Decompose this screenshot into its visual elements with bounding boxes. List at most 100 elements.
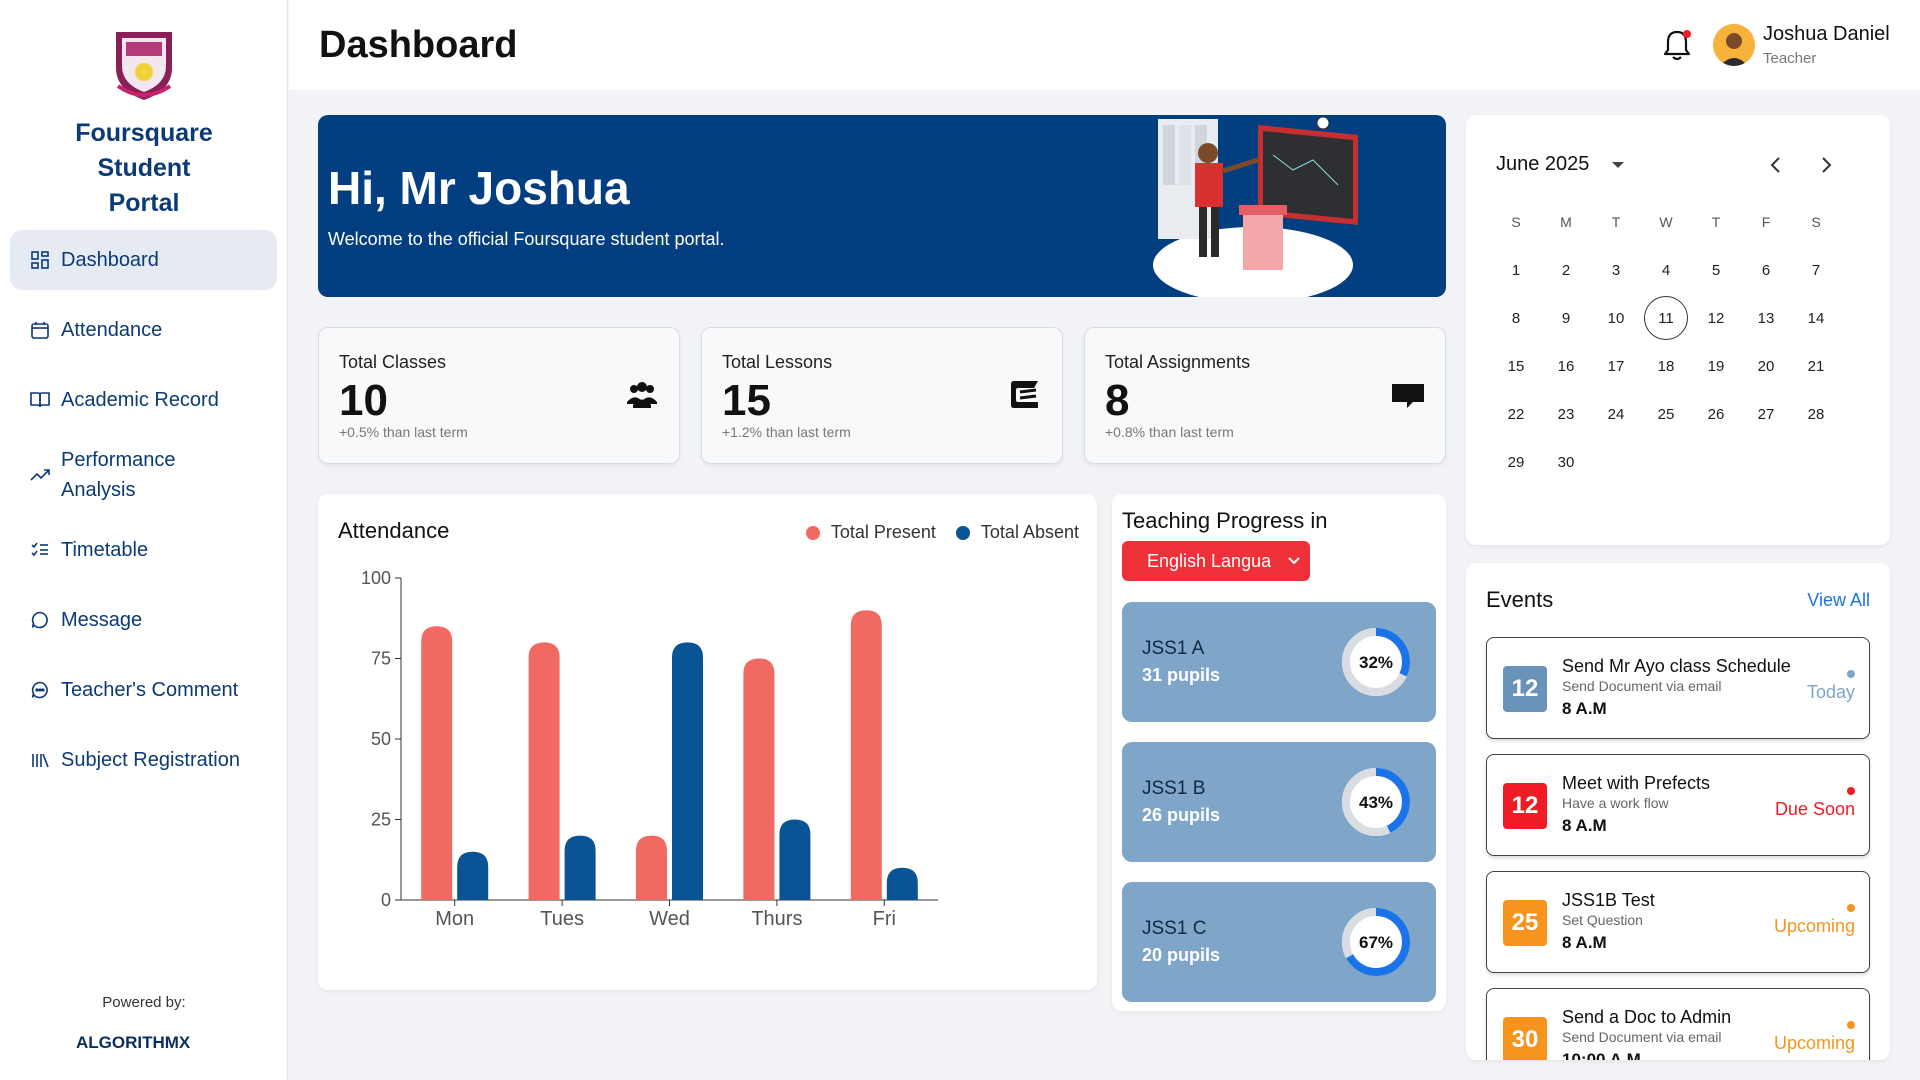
calendar-day[interactable]: 29 — [1507, 453, 1525, 471]
legend-label: Total Absent — [980, 522, 1079, 542]
sidebar-item-label: Timetable — [61, 539, 149, 561]
sidebar-item-timetable[interactable]: Timetable — [10, 520, 277, 580]
calendar-day[interactable]: 17 — [1607, 357, 1625, 375]
event-time: 8 A.M — [1562, 933, 1607, 952]
event-name: JSS1B Test — [1562, 890, 1655, 910]
calendar-day[interactable]: 27 — [1757, 405, 1775, 423]
calendar-day[interactable]: 5 — [1711, 261, 1721, 279]
view-all-link[interactable]: View All — [1807, 590, 1870, 610]
calendar-day-today[interactable]: 11 — [1641, 294, 1691, 342]
weekday-label: S — [1811, 214, 1821, 230]
sidebar-item-label: Message — [61, 609, 143, 631]
month-select[interactable]: June 2025 — [1496, 153, 1625, 176]
calendar-day[interactable]: 6 — [1761, 261, 1771, 279]
chevron-left-icon[interactable] — [1766, 155, 1786, 175]
sidebar-item-dashboard[interactable]: Dashboard — [10, 230, 277, 290]
calendar-day[interactable]: 7 — [1811, 261, 1821, 279]
bar-total-absent — [457, 851, 489, 900]
calendar-day[interactable]: 19 — [1707, 357, 1725, 375]
calendar-day[interactable]: 24 — [1607, 405, 1625, 423]
calendar-icon — [30, 320, 50, 340]
calendar-day[interactable]: 4 — [1661, 261, 1671, 279]
sidebar-item-label: Teacher's Comment — [61, 679, 239, 701]
teacher-illustration — [1153, 116, 1358, 297]
calendar-day[interactable]: 30 — [1557, 453, 1575, 471]
attendance-title: Attendance — [338, 518, 450, 543]
top-header: Dashboard Joshua Daniel Teacher — [289, 0, 1920, 90]
sidebar-item-label: Subject Registration — [61, 749, 240, 771]
library-icon — [30, 750, 50, 770]
attendance-bar-chart: 0 25 50 75 100 Mon Tues Wed Thurs Fri — [361, 568, 938, 930]
legend-label: Total Present — [830, 522, 936, 542]
progress-ring: 32% — [1342, 628, 1410, 696]
event-item[interactable]: 30 Send a Doc to Admin Send Document via e… — [1486, 988, 1870, 1060]
calendar-day[interactable]: 13 — [1757, 309, 1775, 327]
calendar-day[interactable]: 16 — [1557, 357, 1575, 375]
event-date-badge: 12 — [1503, 783, 1547, 829]
x-tick-label: Fri — [873, 908, 896, 930]
notification-bell-icon[interactable] — [1661, 28, 1693, 62]
bar-total-absent — [672, 642, 703, 900]
sidebar-item-label: Academic Record — [61, 389, 219, 411]
calendar-day[interactable]: 10 — [1607, 309, 1625, 327]
chat-icon — [1392, 384, 1424, 408]
sidebar-item-performance-analysis[interactable]: Performance Analysis — [10, 440, 277, 510]
bar-total-present — [850, 610, 882, 900]
event-item[interactable]: 12 Send Mr Ayo class Schedule Send Documen… — [1486, 637, 1870, 739]
weekday-label: M — [1560, 214, 1572, 230]
avatar[interactable] — [1713, 24, 1755, 66]
user-role: Teacher — [1763, 50, 1817, 67]
sidebar-item-label: Performance Analysis — [61, 449, 176, 501]
event-item[interactable]: 12 Meet with Prefects Have a work flow 8 A.… — [1486, 754, 1870, 856]
calendar-day[interactable]: 26 — [1707, 405, 1725, 423]
calendar-day[interactable]: 14 — [1807, 309, 1825, 327]
subject-select[interactable]: English Language — [1122, 541, 1310, 581]
bar-total-absent — [564, 835, 596, 900]
event-item[interactable]: 25 JSS1B Test Set Question 8 A.M Upcoming — [1486, 871, 1870, 973]
sidebar-item-subject-registration[interactable]: Subject Registration — [10, 730, 277, 790]
calendar-day[interactable]: 9 — [1561, 309, 1571, 327]
event-name: Meet with Prefects — [1562, 773, 1711, 793]
events-title: Events — [1486, 587, 1554, 612]
stat-value: 15 — [722, 376, 771, 425]
progress-ring: 43% — [1342, 768, 1410, 836]
event-name: Send Mr Ayo class Schedule — [1562, 656, 1791, 676]
sidebar-item-academic-record[interactable]: Academic Record — [10, 370, 277, 430]
class-progress-card[interactable]: JSS1 C 20 pupils 67% — [1122, 882, 1436, 1002]
stat-delta: +1.2% than last term — [722, 424, 851, 440]
calendar-day[interactable]: 18 — [1657, 357, 1675, 375]
stat-label: Total Lessons — [722, 352, 833, 372]
calendar-day[interactable]: 28 — [1807, 405, 1825, 423]
event-name: Send a Doc to Admin — [1562, 1007, 1732, 1027]
event-status: Upcoming — [1773, 1033, 1855, 1053]
event-date-badge: 30 — [1503, 1017, 1547, 1060]
chevron-right-icon[interactable] — [1816, 155, 1836, 175]
sidebar-item-attendance[interactable]: Attendance — [10, 300, 277, 360]
calendar-day[interactable]: 1 — [1511, 261, 1521, 279]
legend-item-absent: Total Absent — [955, 522, 1079, 543]
calendar-day[interactable]: 23 — [1557, 405, 1575, 423]
calendar-day[interactable]: 8 — [1511, 309, 1521, 327]
stat-delta: +0.8% than last term — [1105, 424, 1234, 440]
banner-title: Hi, Mr Joshua — [328, 162, 630, 214]
calendar-day[interactable]: 15 — [1507, 357, 1525, 375]
chevron-down-icon — [1288, 557, 1300, 565]
calendar-day[interactable]: 2 — [1561, 261, 1571, 279]
calendar-day[interactable]: 20 — [1757, 357, 1775, 375]
subject-select-value: English Language — [1147, 550, 1271, 571]
y-tick-label: 100 — [361, 568, 391, 588]
x-tick-label: Wed — [649, 908, 690, 930]
user-avatar-icon — [1713, 24, 1755, 66]
stat-card-total-classes: Total Classes 10 +0.5% than last term — [318, 327, 680, 464]
event-time: 8 A.M — [1562, 816, 1607, 835]
calendar-day[interactable]: 3 — [1611, 261, 1621, 279]
calendar-day[interactable]: 21 — [1807, 357, 1825, 375]
calendar-day[interactable]: 25 — [1657, 405, 1675, 423]
class-progress-card[interactable]: JSS1 B 26 pupils 43% — [1122, 742, 1436, 862]
calendar-day[interactable]: 22 — [1507, 405, 1525, 423]
sidebar-item-message[interactable]: Message — [10, 590, 277, 650]
calendar-day[interactable]: 12 — [1707, 309, 1725, 327]
class-progress-card[interactable]: JSS1 A 31 pupils 32% — [1122, 602, 1436, 722]
sidebar-item-teachers-comment[interactable]: Teacher's Comment — [10, 660, 277, 720]
x-tick-label: Mon — [435, 908, 474, 930]
